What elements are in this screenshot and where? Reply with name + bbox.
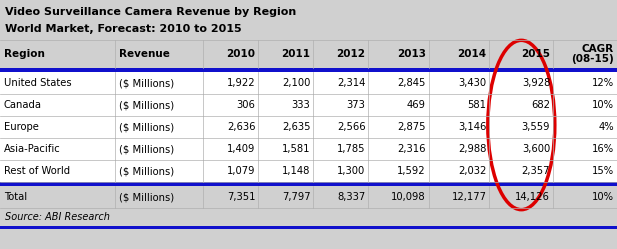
Text: Canada: Canada — [4, 100, 42, 110]
Text: 306: 306 — [236, 100, 255, 110]
Text: 2,635: 2,635 — [282, 122, 310, 132]
Text: 3,559: 3,559 — [522, 122, 550, 132]
Bar — [0, 68, 617, 72]
Text: 10,098: 10,098 — [391, 192, 426, 202]
Text: 2,636: 2,636 — [227, 122, 255, 132]
Text: 1,409: 1,409 — [227, 144, 255, 154]
Text: 2,566: 2,566 — [337, 122, 365, 132]
Text: 10%: 10% — [592, 192, 614, 202]
Text: 2012: 2012 — [336, 49, 365, 59]
Text: 2015: 2015 — [521, 49, 550, 59]
Text: 581: 581 — [468, 100, 486, 110]
Text: 3,430: 3,430 — [458, 78, 486, 88]
Text: 8,337: 8,337 — [337, 192, 365, 202]
Text: 3,928: 3,928 — [522, 78, 550, 88]
Text: Video Surveillance Camera Revenue by Region: Video Surveillance Camera Revenue by Reg… — [5, 7, 296, 17]
Text: Rest of World: Rest of World — [4, 166, 70, 176]
Text: 1,148: 1,148 — [282, 166, 310, 176]
Bar — [0, 0, 617, 40]
Bar — [0, 226, 617, 229]
Text: 12,177: 12,177 — [452, 192, 486, 202]
Text: 1,079: 1,079 — [227, 166, 255, 176]
Bar — [0, 160, 617, 182]
Text: 2,875: 2,875 — [397, 122, 426, 132]
Text: ($ Millions): ($ Millions) — [120, 166, 175, 176]
Bar — [0, 186, 617, 208]
Bar — [0, 182, 617, 186]
Bar — [0, 72, 617, 94]
Text: 2,032: 2,032 — [458, 166, 486, 176]
Text: 7,351: 7,351 — [227, 192, 255, 202]
Text: 3,600: 3,600 — [522, 144, 550, 154]
Text: 2011: 2011 — [281, 49, 310, 59]
Text: 3,146: 3,146 — [458, 122, 486, 132]
Text: 2,988: 2,988 — [458, 144, 486, 154]
Text: 16%: 16% — [592, 144, 614, 154]
Text: ($ Millions): ($ Millions) — [120, 78, 175, 88]
Text: Asia-Pacific: Asia-Pacific — [4, 144, 60, 154]
Text: 682: 682 — [531, 100, 550, 110]
Text: Region: Region — [4, 49, 45, 59]
Text: 4%: 4% — [598, 122, 614, 132]
Text: 10%: 10% — [592, 100, 614, 110]
Text: 2013: 2013 — [397, 49, 426, 59]
Text: 373: 373 — [347, 100, 365, 110]
Text: 1,592: 1,592 — [397, 166, 426, 176]
Text: 15%: 15% — [592, 166, 614, 176]
Bar — [0, 94, 617, 116]
Text: United States: United States — [4, 78, 72, 88]
Text: 1,581: 1,581 — [282, 144, 310, 154]
Text: 2,100: 2,100 — [282, 78, 310, 88]
Text: World Market, Forecast: 2010 to 2015: World Market, Forecast: 2010 to 2015 — [5, 24, 242, 34]
Bar — [0, 138, 617, 160]
Text: 2,314: 2,314 — [337, 78, 365, 88]
Text: 1,785: 1,785 — [337, 144, 365, 154]
Bar — [0, 116, 617, 138]
Text: 7,797: 7,797 — [282, 192, 310, 202]
Text: 14,126: 14,126 — [515, 192, 550, 202]
Text: ($ Millions): ($ Millions) — [120, 100, 175, 110]
Text: 2010: 2010 — [226, 49, 255, 59]
Bar — [0, 40, 617, 68]
Text: CAGR
(08-15): CAGR (08-15) — [571, 44, 614, 64]
Bar — [0, 208, 617, 226]
Text: 2,357: 2,357 — [522, 166, 550, 176]
Text: ($ Millions): ($ Millions) — [120, 192, 175, 202]
Text: 2014: 2014 — [457, 49, 486, 59]
Text: ($ Millions): ($ Millions) — [120, 122, 175, 132]
Text: 2,316: 2,316 — [397, 144, 426, 154]
Text: 1,300: 1,300 — [337, 166, 365, 176]
Text: 469: 469 — [407, 100, 426, 110]
Text: Total: Total — [4, 192, 27, 202]
Text: 1,922: 1,922 — [227, 78, 255, 88]
Text: Revenue: Revenue — [120, 49, 170, 59]
Text: ($ Millions): ($ Millions) — [120, 144, 175, 154]
Text: 2,845: 2,845 — [397, 78, 426, 88]
Text: 12%: 12% — [592, 78, 614, 88]
Text: Source: ABI Research: Source: ABI Research — [5, 212, 110, 222]
Text: Europe: Europe — [4, 122, 39, 132]
Text: 333: 333 — [292, 100, 310, 110]
